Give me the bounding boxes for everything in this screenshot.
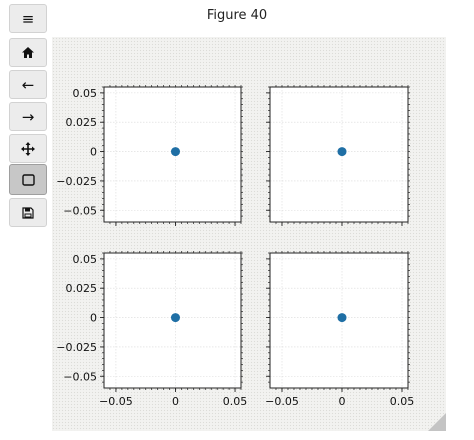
x-tick-label: 0 — [339, 395, 346, 408]
x-tick-label: −0.05 — [99, 395, 133, 408]
zoom-rect-button[interactable] — [9, 164, 47, 195]
axes-frame — [103, 86, 242, 223]
forward-button[interactable]: → — [9, 102, 47, 131]
y-tick-label: 0 — [90, 146, 97, 159]
menu-button[interactable]: ≡ — [9, 4, 47, 33]
figure-title: Figure 40 — [206, 8, 268, 23]
resize-grip[interactable] — [428, 413, 446, 431]
pan-button[interactable] — [9, 134, 47, 163]
y-tick-label: −0.025 — [56, 341, 97, 354]
x-tick-label: 0 — [172, 395, 179, 408]
data-point — [337, 147, 347, 157]
data-point — [170, 147, 180, 157]
save-icon — [22, 206, 34, 219]
x-tick-label: −0.05 — [265, 395, 299, 408]
axes-frame — [269, 86, 409, 223]
y-tick-label: 0 — [90, 312, 97, 325]
forward-arrow-icon: → — [21, 107, 35, 126]
y-tick-label: 0.05 — [73, 253, 98, 266]
x-tick-label: 0.05 — [223, 395, 248, 408]
y-tick-label: 0.025 — [66, 116, 98, 129]
zoom-rect-icon — [21, 173, 35, 186]
y-tick-label: −0.05 — [63, 204, 97, 217]
axes-frame — [269, 252, 409, 389]
pan-move-icon — [21, 141, 35, 156]
data-point — [170, 313, 180, 323]
save-button[interactable] — [9, 198, 47, 227]
menu-icon: ≡ — [21, 9, 35, 28]
y-tick-label: 0.05 — [73, 87, 98, 100]
home-icon — [21, 46, 35, 59]
x-tick-label: 0.05 — [390, 395, 415, 408]
y-tick-label: −0.05 — [63, 370, 97, 383]
y-tick-label: −0.025 — [56, 175, 97, 188]
axes-frame — [103, 252, 242, 389]
data-point — [337, 313, 347, 323]
back-button[interactable]: ← — [9, 70, 47, 99]
y-tick-label: 0.025 — [66, 282, 98, 295]
back-arrow-icon: ← — [21, 75, 35, 94]
home-button[interactable] — [9, 38, 47, 67]
